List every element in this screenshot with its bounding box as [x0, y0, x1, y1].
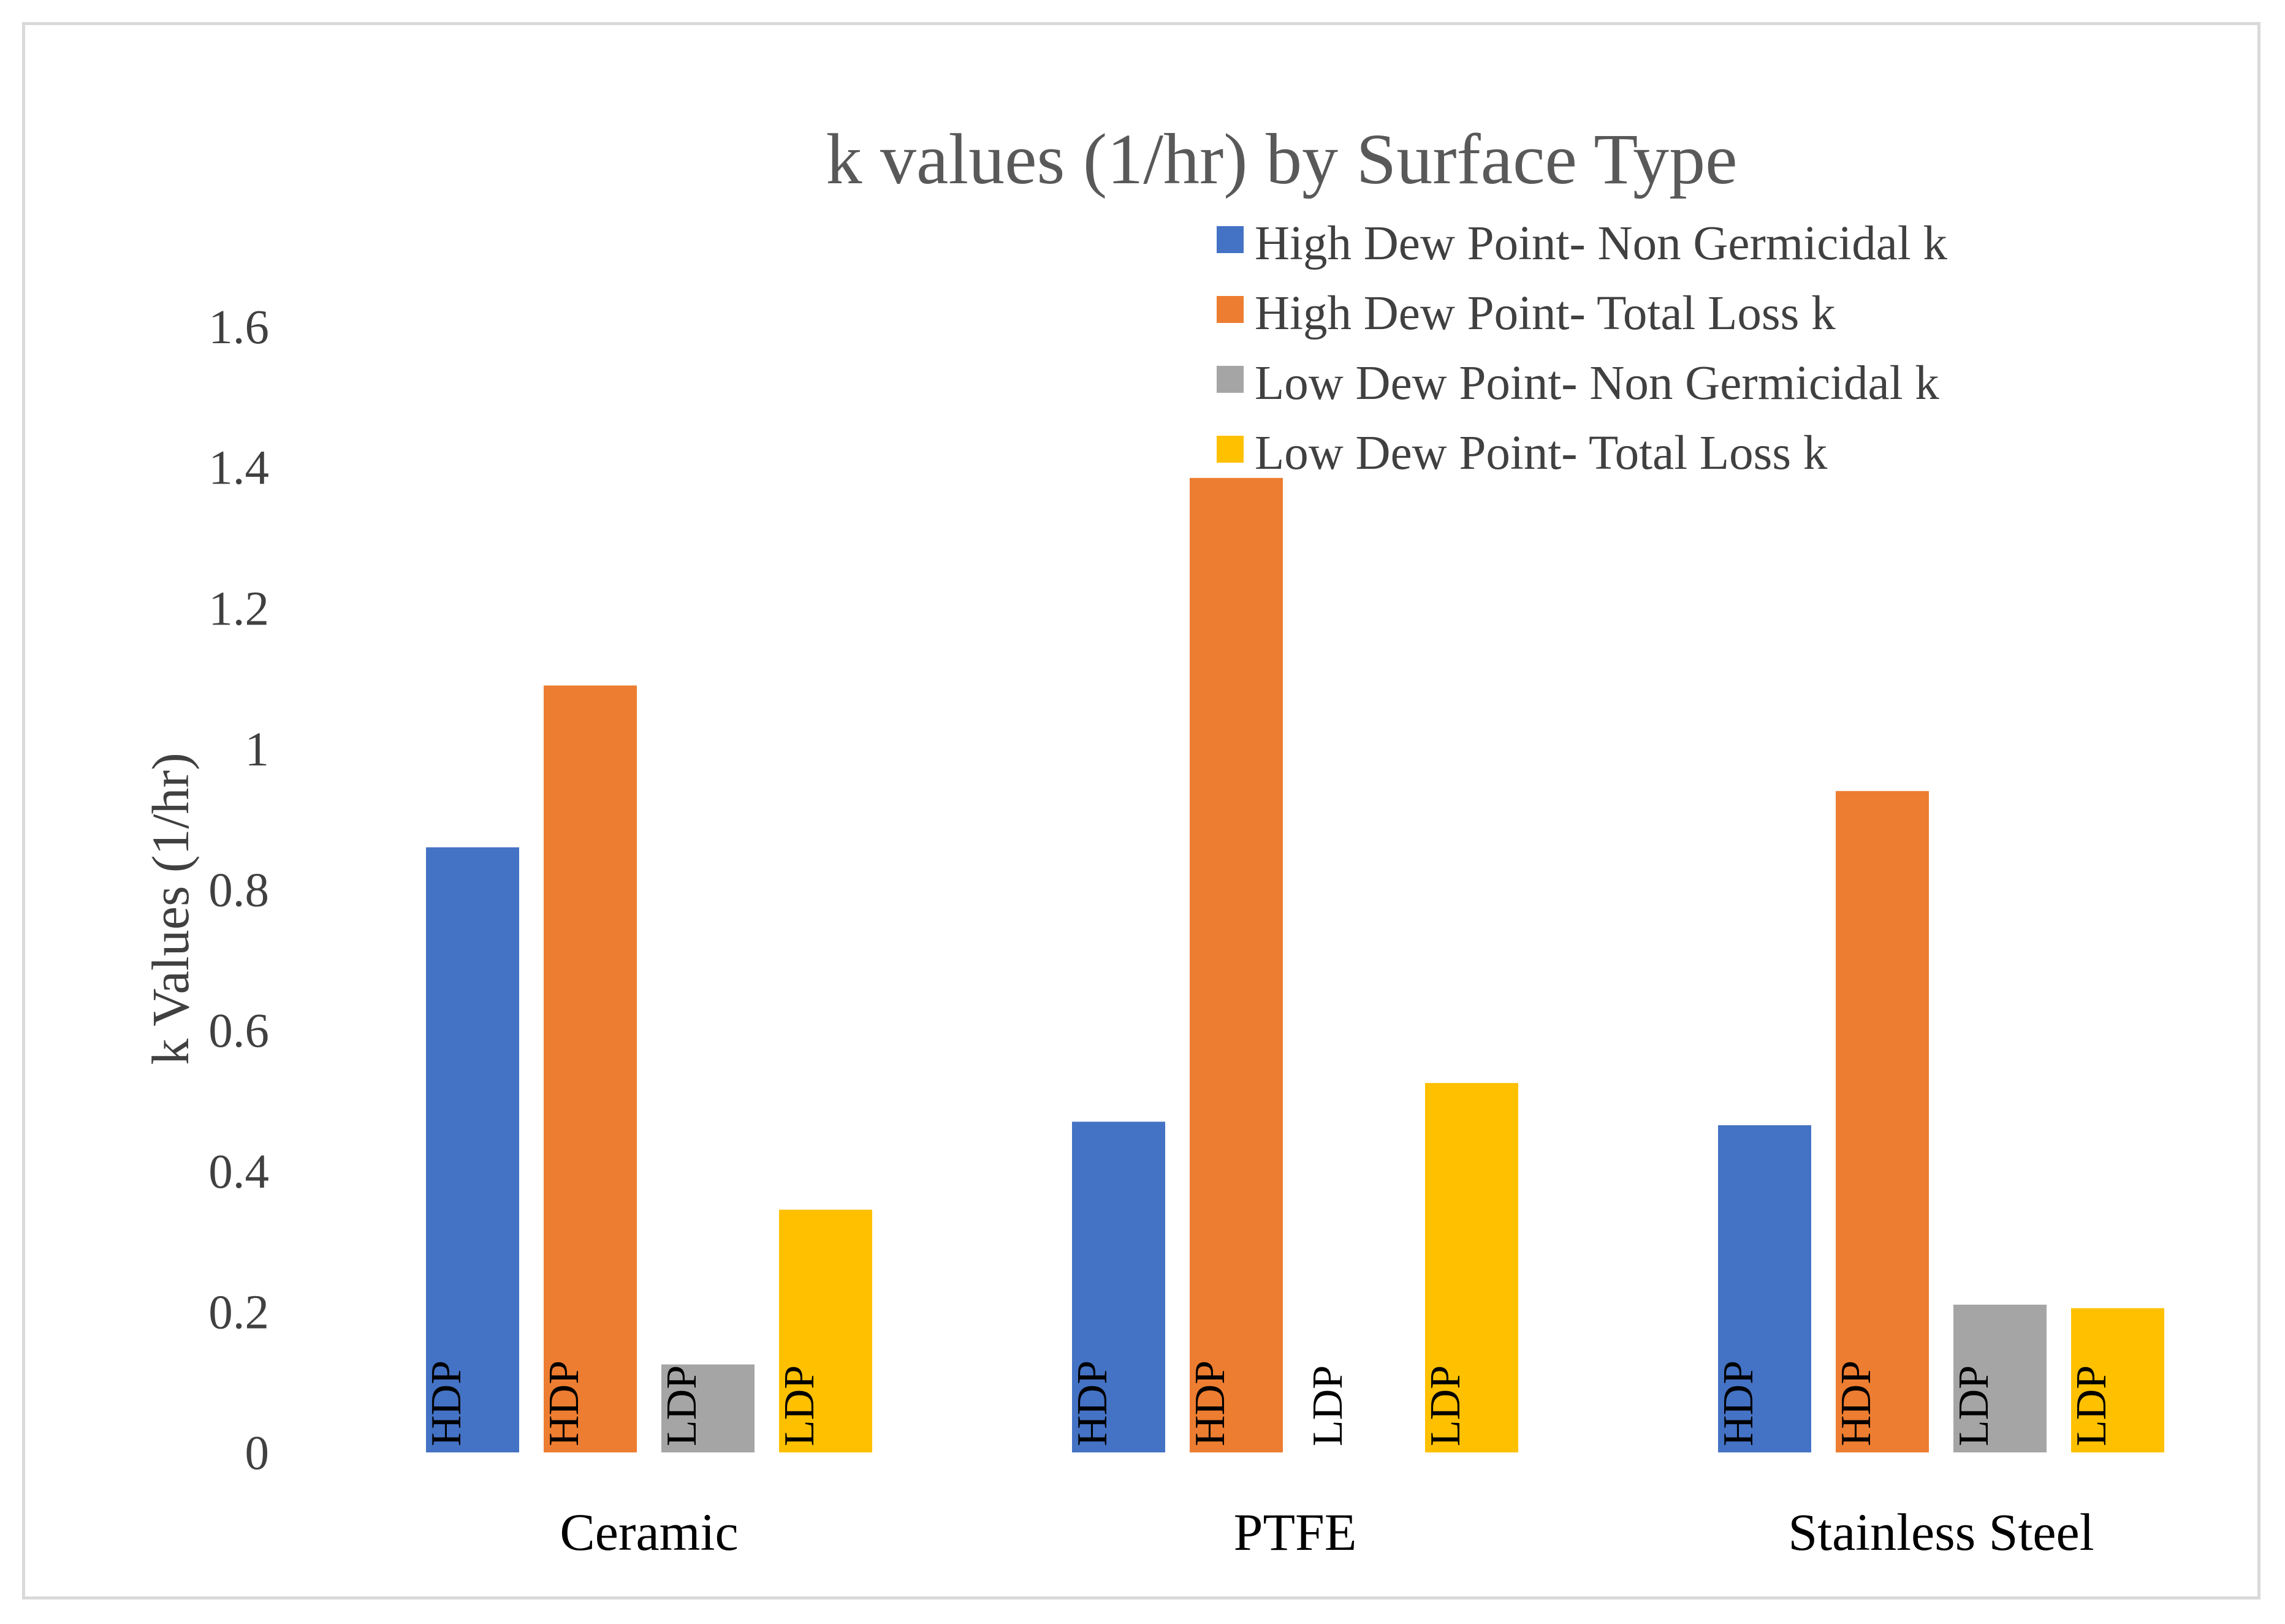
bar-ptfe-series-1 [1072, 1121, 1165, 1452]
legend-swatch [1217, 436, 1244, 463]
legend-swatch [1217, 296, 1244, 323]
y-tick-label: 0.2 [208, 1286, 269, 1339]
bar-label: HDP [1187, 1360, 1234, 1446]
y-tick-label: 0.8 [208, 864, 269, 917]
x-tick-label: Stainless Steel [1788, 1503, 2094, 1561]
x-tick-label: Ceramic [560, 1503, 738, 1561]
legend: High Dew Point- Non Germicidal k High Dew… [1217, 217, 1947, 480]
bar-ceramic-series-2 [544, 685, 637, 1452]
chart-title: k values (1/hr) by Surface Type [826, 119, 1737, 199]
y-axis-label: k Values (1/hr) [141, 753, 200, 1065]
y-tick-label: 1 [245, 723, 270, 776]
bar-ceramic-series-3 [661, 1364, 755, 1452]
y-tick-label: 1.4 [208, 442, 269, 495]
bar-label: LDP [658, 1365, 705, 1446]
bar-label: LDP [2068, 1365, 2115, 1446]
y-tick-label: 0.6 [208, 1004, 269, 1058]
bar-ptfe-series-4 [1425, 1083, 1518, 1452]
y-tick-label: 0 [245, 1427, 270, 1480]
bar-chart: k values (1/hr) by Surface Type k Values… [141, 119, 2164, 1561]
x-axis-labels: Ceramic PTFE Stainless Steel [560, 1503, 2094, 1561]
chart-frame: k values (1/hr) by Surface Type k Values… [22, 22, 2260, 1599]
y-tick-label: 0.4 [208, 1145, 269, 1199]
bar-label: LDP [1950, 1365, 1998, 1446]
bars [426, 477, 2164, 1452]
y-tick-label: 1.6 [208, 301, 269, 354]
bar-label: LDP [1422, 1365, 1469, 1446]
bar-label: HDP [541, 1360, 588, 1446]
bar-label: LDP [776, 1365, 823, 1446]
bar-label: HDP [1833, 1360, 1880, 1446]
bar-label: LDP [1304, 1365, 1352, 1446]
legend-swatch [1217, 366, 1244, 393]
bar-ceramic-series-4 [779, 1209, 872, 1452]
legend-entry: High Dew Point- Total Loss k [1255, 287, 1836, 340]
bar-ptfe-series-2 [1190, 477, 1283, 1452]
bar-label: HDP [423, 1360, 470, 1446]
bar-stainless-steel-series-3 [1953, 1304, 2047, 1452]
bar-stainless-steel-series-1 [1718, 1125, 1811, 1452]
x-tick-label: PTFE [1234, 1503, 1357, 1561]
y-tick-label: 1.2 [208, 582, 269, 636]
bar-label: HDP [1069, 1360, 1116, 1446]
bar-label: HDP [1715, 1360, 1762, 1446]
bar-ceramic-series-1 [426, 847, 519, 1452]
legend-entry: Low Dew Point- Total Loss k [1255, 427, 1828, 480]
y-axis-ticks: 0 0.2 0.4 0.6 0.8 1 1.2 1.4 1.6 [208, 301, 269, 1480]
legend-entry: High Dew Point- Non Germicidal k [1255, 217, 1947, 270]
bar-stainless-steel-series-2 [1836, 791, 1929, 1452]
legend-swatch [1217, 226, 1244, 253]
bar-labels: HDP HDP LDP LDP HDP HDP LDP LDP HDP HDP LDP LDP [423, 1360, 2115, 1446]
bar-stainless-steel-series-4 [2071, 1308, 2164, 1452]
legend-entry: Low Dew Point- Non Germicidal k [1255, 357, 1939, 410]
